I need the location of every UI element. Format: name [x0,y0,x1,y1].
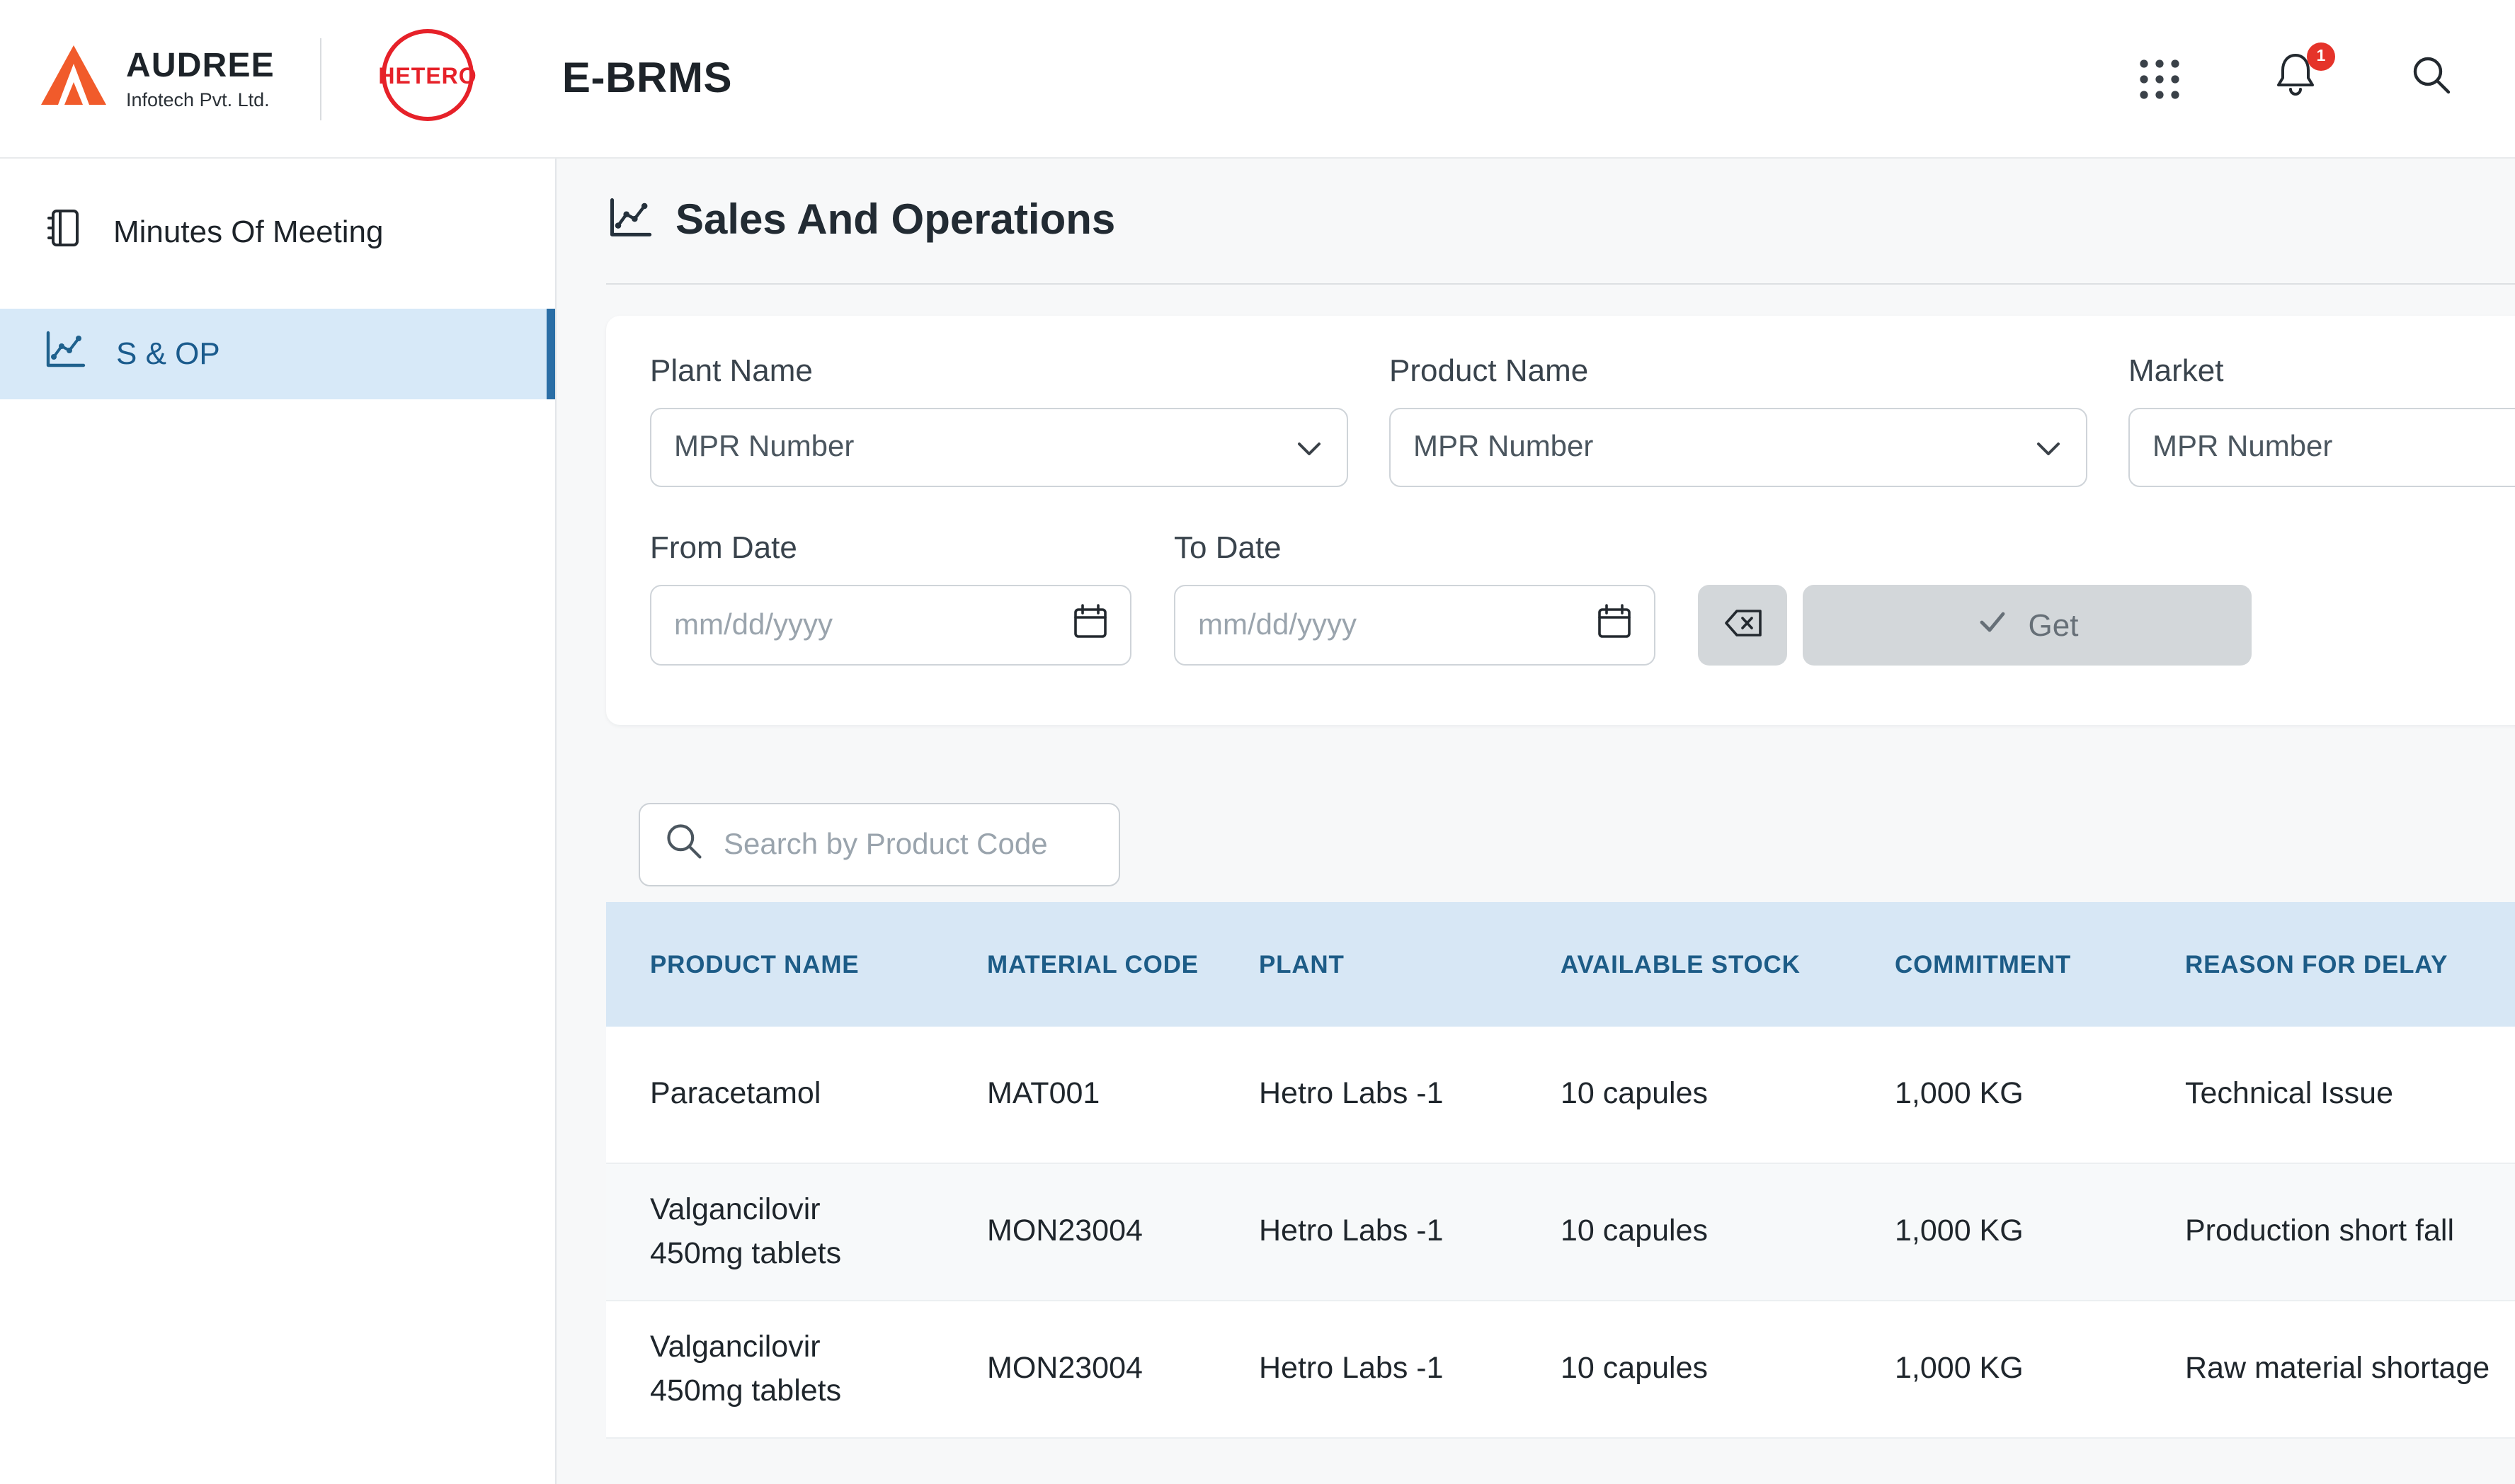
sop-table: PRODUCT NAME MATERIAL CODE PLANT AVAILABLE … [606,902,2515,1439]
product-name-select-value: MPR Number [1413,430,1594,463]
sidebar: Minutes Of Meeting S & OP [0,159,557,1484]
notification-badge: 1 [2307,42,2335,70]
to-date-field: To Date [1174,530,1655,666]
plant-name-select-value: MPR Number [674,430,855,463]
table-cell-product: Valgancilovir 450mg tablets [650,1329,842,1408]
from-date-input[interactable] [674,608,1059,642]
table-cell-commitment: 1,000 KG [1895,1076,2024,1111]
page-title: Sales And Operations [675,197,1116,244]
table-column-header: MATERIAL CODE [987,949,1199,978]
table-cell-product: Valgancilovir 450mg tablets [650,1192,842,1270]
calendar-icon[interactable] [1595,602,1634,649]
filter-card: Plant Name MPR Number Product Name MPR N… [606,316,2515,725]
product-name-field: Product Name MPR Number [1389,353,2087,487]
table-cell-plant: Hetro Labs -1 [1259,1214,1444,1248]
search-input[interactable] [724,828,1096,862]
table-cell-plant: Hetro Labs -1 [1259,1351,1444,1386]
audree-logo-icon [40,44,108,113]
sidebar-item-label: Minutes Of Meeting [113,214,384,249]
table-cell-plant: Hetro Labs -1 [1259,1076,1444,1111]
page-header: Sales And Operations [606,195,2515,246]
header-actions: 1 [2133,42,2458,108]
table-cell-material_code: MON23004 [987,1351,1143,1386]
table-row[interactable]: Valgancilovir 450mg tablets MON23004 Hetro… [606,1164,2515,1301]
audree-logo-text: AUDREE Infotech Pvt. Ltd. [126,47,275,110]
chevron-down-icon [1297,430,1321,464]
product-name-select[interactable]: MPR Number [1389,408,2087,487]
market-select-value: MPR Number [2152,430,2333,463]
header-search-button[interactable] [2405,52,2458,105]
get-button-label: Get [2028,607,2079,642]
sidebar-item-label: S & OP [116,336,220,371]
apps-grid-icon[interactable] [2133,52,2186,105]
calendar-icon[interactable] [1071,602,1110,649]
audree-logo: AUDREE Infotech Pvt. Ltd. [40,44,275,113]
table-cell-material_code: MAT001 [987,1076,1100,1111]
market-field: Market MPR Number [2128,353,2515,487]
table-column-header: PRODUCT NAME [650,949,860,978]
from-date-field: From Date [650,530,1131,666]
from-date-label: From Date [650,530,797,565]
table-row[interactable]: Valgancilovir 450mg tablets MON23004 Hetro… [606,1301,2515,1439]
brand-name: AUDREE [126,47,275,85]
notebook-icon [42,205,85,259]
backspace-icon [1721,606,1764,644]
table-row[interactable]: Paracetamol MAT001 Hetro Labs -1 10 capules… [606,1027,2515,1164]
sidebar-item-s-and-op[interactable]: S & OP [0,309,555,399]
app-title: E-BRMS [561,55,733,101]
sidebar-item-minutes-of-meeting[interactable]: Minutes Of Meeting [0,187,555,278]
plant-name-select[interactable]: MPR Number [650,408,1348,487]
sop-chart-icon [42,329,88,379]
plant-name-field: Plant Name MPR Number [650,353,1348,487]
plant-name-label: Plant Name [650,353,813,388]
table-cell-available_stock: 10 capules [1561,1076,1708,1111]
table-cell-available_stock: 10 capules [1561,1214,1708,1248]
table-cell-commitment: 1,000 KG [1895,1214,2024,1248]
market-select[interactable]: MPR Number [2128,408,2515,487]
table-column-header: COMMITMENT [1895,949,2072,978]
table-cell-material_code: MON23004 [987,1214,1143,1248]
brand-subtitle: Infotech Pvt. Ltd. [126,89,270,110]
table-header-row: PRODUCT NAME MATERIAL CODE PLANT AVAILABLE … [606,902,2515,1027]
table-cell-product: Paracetamol [650,1076,821,1111]
top-header: AUDREE Infotech Pvt. Ltd. HETERO E-BRMS [0,0,2515,159]
table-column-header: REASON FOR DELAY [2185,949,2448,978]
header-divider [319,38,321,120]
table-column-header: PLANT [1259,949,1345,978]
to-date-label: To Date [1174,530,1282,565]
product-name-label: Product Name [1389,353,1589,388]
search-icon [2409,52,2454,105]
to-date-input[interactable] [1198,608,1583,642]
get-button[interactable]: Get [1803,585,2252,666]
chevron-down-icon [2036,430,2060,464]
main-content: Sales And Operations Plant Name MPR Numb… [557,159,2515,1484]
check-icon [1976,604,2010,646]
table-cell-available_stock: 10 capules [1561,1351,1708,1386]
clear-filters-button[interactable] [1698,585,1787,666]
product-search [639,803,1120,886]
table-cell-reason: Production short fall [2185,1214,2455,1248]
hetero-logo: HETERO [367,25,489,132]
sop-chart-icon [606,195,654,247]
table-cell-reason: Technical Issue [2185,1076,2393,1111]
table-cell-commitment: 1,000 KG [1895,1351,2024,1386]
hetero-logo-text: HETERO [378,63,477,89]
notifications-button[interactable]: 1 [2269,42,2335,108]
table-column-header: AVAILABLE STOCK [1561,949,1801,978]
market-label: Market [2128,353,2224,388]
bell-icon [2271,50,2320,108]
search-icon [663,820,705,869]
title-divider [606,283,2515,285]
table-cell-reason: Raw material shortage [2185,1351,2490,1386]
